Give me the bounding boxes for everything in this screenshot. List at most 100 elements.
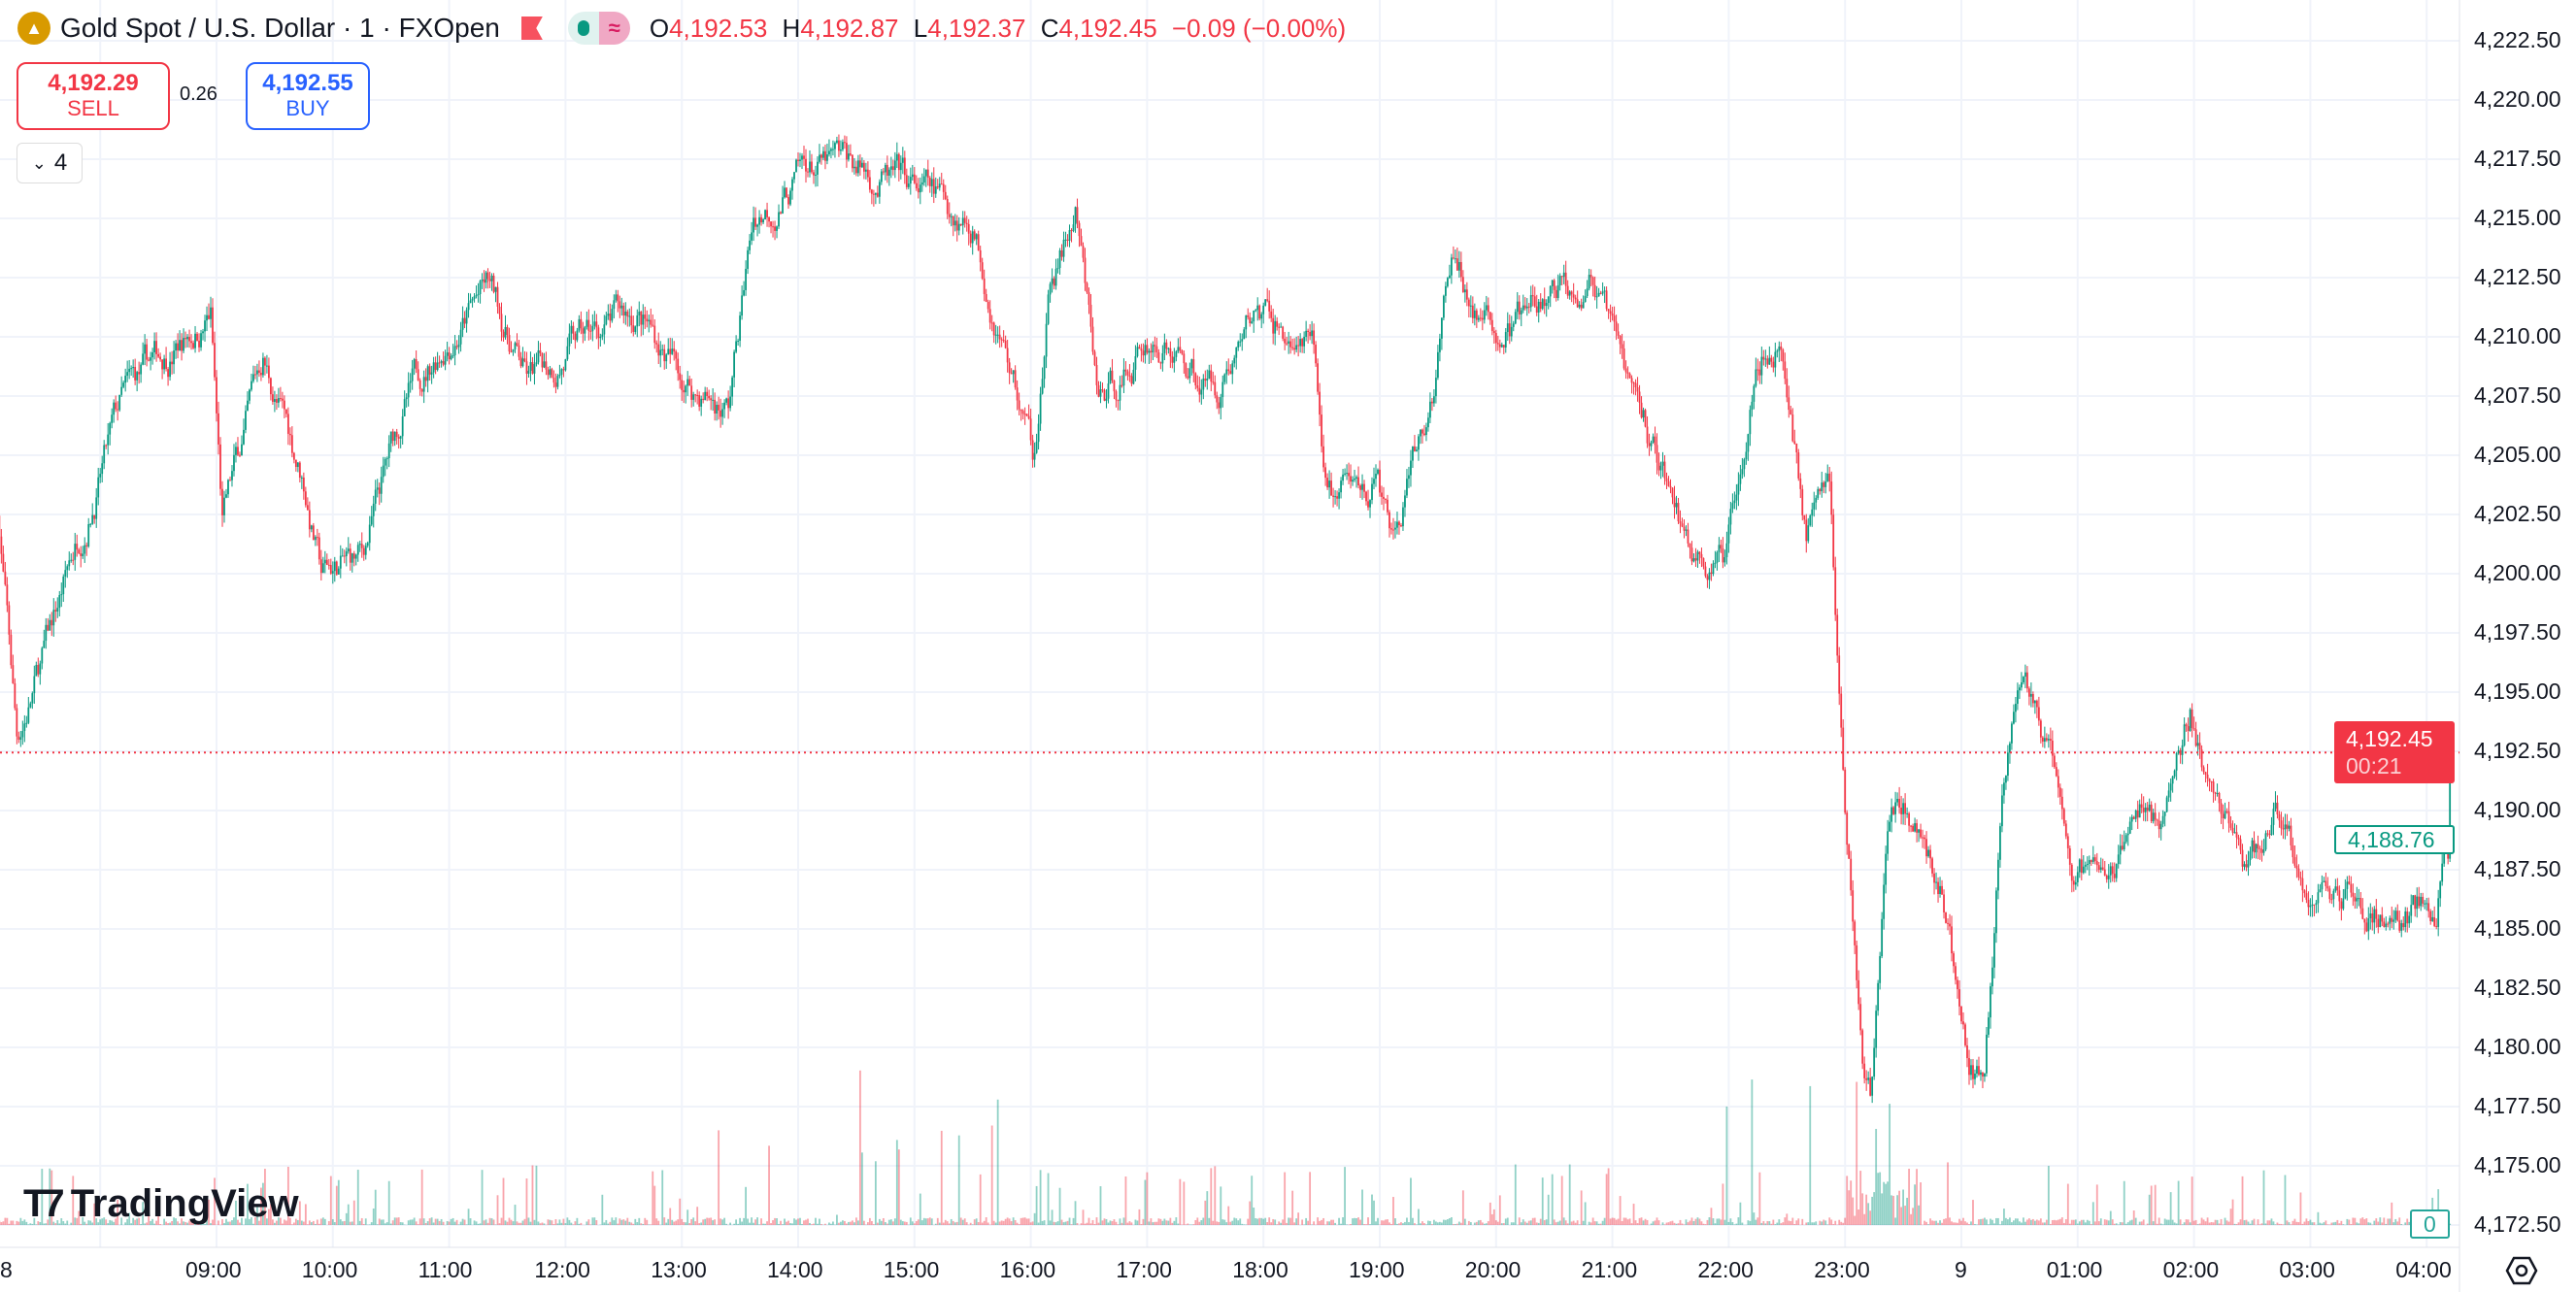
candle-body — [723, 402, 726, 410]
candle-body — [64, 570, 67, 577]
volume-bar — [1966, 1222, 1968, 1225]
candle-body — [1121, 384, 1123, 386]
candle-body — [876, 192, 879, 197]
candle-body — [1615, 321, 1618, 332]
volume-bar — [2019, 1221, 2021, 1225]
volume-bar — [12, 1220, 15, 1225]
sell-button[interactable]: 4,192.29 SELL — [17, 62, 170, 130]
candle-body — [1442, 295, 1445, 318]
symbol-title[interactable]: Gold Spot / U.S. Dollar · 1 · FXOpen — [60, 13, 500, 43]
volume-bar — [2123, 1180, 2125, 1225]
candle-body — [438, 362, 441, 364]
candle-body — [459, 329, 462, 345]
candle-body — [233, 454, 235, 472]
candle-body — [1832, 514, 1835, 568]
volume-bar — [1369, 1224, 1371, 1225]
volume-bar — [1791, 1217, 1794, 1225]
candle-body — [1272, 317, 1275, 334]
candle-body — [1208, 370, 1211, 379]
candle-body — [360, 544, 363, 548]
volume-bar — [1865, 1194, 1868, 1225]
candle-body — [1039, 393, 1042, 424]
volume-bar — [607, 1223, 610, 1225]
volume-bar — [272, 1219, 274, 1225]
volume-bar — [2142, 1219, 2145, 1225]
volume-bar — [1101, 1220, 1104, 1225]
volume-bar — [2103, 1219, 2106, 1225]
volume-bar — [264, 1169, 266, 1225]
candle-body — [99, 474, 102, 478]
volume-bar — [1489, 1202, 1491, 1225]
tradingview-logo[interactable]: T7 TradingView — [23, 1182, 299, 1226]
volume-bar — [1700, 1221, 1703, 1225]
time-tick: 20:00 — [1464, 1257, 1522, 1282]
volume-bar — [987, 1222, 989, 1225]
volume-bar — [362, 1223, 365, 1225]
volume-bar — [620, 1219, 623, 1225]
candle-body — [1673, 497, 1676, 508]
candle-body — [1082, 246, 1085, 258]
indicators-collapse-button[interactable]: ⌄ 4 — [17, 143, 83, 183]
price-tick: 4,215.00 — [2474, 205, 2561, 230]
volume-bar — [523, 1218, 526, 1225]
candle-body — [389, 431, 392, 444]
candle-body — [1512, 323, 1515, 327]
volume-bar — [1020, 1217, 1022, 1225]
volume-bar — [1010, 1221, 1013, 1225]
candle-body — [467, 303, 470, 311]
buy-button[interactable]: 4,192.55 BUY — [246, 62, 370, 130]
candle-body — [1712, 563, 1715, 575]
candle-body — [2233, 832, 2236, 834]
candle-body — [10, 634, 13, 666]
volume-bar — [1371, 1194, 1373, 1225]
candle-body — [2055, 767, 2057, 777]
volume-bar — [1008, 1218, 1011, 1225]
candle-body — [312, 525, 315, 541]
gold-bars-icon: ▲ — [17, 12, 50, 45]
settings-icon[interactable] — [2505, 1256, 2538, 1285]
candle-body — [1210, 370, 1213, 382]
volume-bar — [1933, 1220, 1935, 1225]
candle-body — [1776, 350, 1779, 352]
candle-body — [1317, 363, 1320, 392]
candle-body — [0, 536, 3, 554]
volume-bar — [2138, 1221, 2141, 1225]
candle-body — [237, 447, 239, 455]
candle-body — [82, 553, 84, 556]
candle-body — [1256, 305, 1259, 311]
candle-body — [2398, 920, 2401, 931]
candle-body — [611, 309, 614, 321]
volume-bar — [300, 1220, 303, 1225]
candle-body — [866, 169, 869, 178]
volume-bar — [177, 1221, 179, 1225]
volume-bar — [294, 1218, 297, 1225]
candle-body — [719, 410, 722, 417]
candle-body — [153, 341, 156, 352]
candle-body — [1910, 825, 1912, 827]
volume-bar — [1628, 1218, 1631, 1225]
volume-bar — [1214, 1166, 1217, 1225]
volume-bar — [897, 1149, 900, 1225]
candle-body — [1529, 294, 1532, 308]
candle-body — [1173, 356, 1176, 363]
volume-bar — [587, 1219, 590, 1225]
candle-body — [830, 149, 832, 151]
candle-body — [124, 376, 127, 383]
candle-body — [1322, 446, 1324, 468]
flag-icon[interactable] — [520, 17, 543, 40]
market-status-pill[interactable]: ≈ — [567, 12, 630, 45]
candle-body — [21, 731, 24, 738]
volume-bar — [2080, 1219, 2083, 1225]
volume-bar — [1826, 1224, 1829, 1225]
volume-bar — [1194, 1219, 1197, 1225]
volume-bar — [384, 1223, 386, 1225]
volume-bar — [784, 1218, 786, 1225]
candle-body — [150, 357, 152, 361]
candle-body — [903, 157, 906, 176]
volume-bar — [2074, 1219, 2077, 1225]
candle-body — [490, 275, 493, 282]
volume-bar — [1227, 1206, 1230, 1225]
candle-body — [243, 429, 245, 445]
volume-bar — [467, 1209, 470, 1225]
